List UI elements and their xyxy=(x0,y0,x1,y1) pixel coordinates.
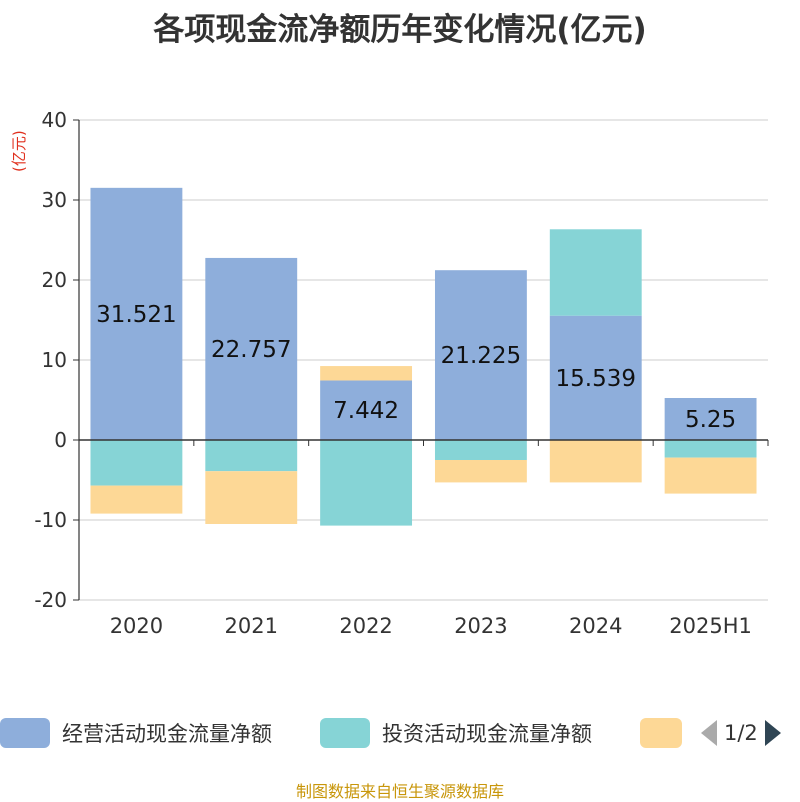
legend-label-investing: 投资活动现金流量净额 xyxy=(382,722,592,746)
source-note: 制图数据来自恒生聚源数据库 xyxy=(295,782,504,801)
bar-segment xyxy=(434,270,527,440)
legend: 经营活动现金流量净额 投资活动现金流量净额 1/2 xyxy=(0,712,800,756)
data-label: 22.757 xyxy=(211,337,291,363)
bar-segment xyxy=(434,440,527,460)
bar-segment xyxy=(90,440,183,486)
y-tick-label: 40 xyxy=(42,108,67,132)
legend-item-investing[interactable]: 投资活动现金流量净额 xyxy=(320,718,592,748)
y-tick-label: 0 xyxy=(54,428,67,452)
x-tick-label: 2020 xyxy=(110,614,163,638)
legend-item-operating[interactable]: 经营活动现金流量净额 xyxy=(0,718,272,748)
x-tick-label: 2022 xyxy=(339,614,392,638)
bar-segment xyxy=(664,457,757,494)
legend-page-indicator: 1/2 xyxy=(724,721,758,745)
y-tick-label: 20 xyxy=(42,268,67,292)
bar-segment xyxy=(664,398,757,440)
y-tick-label: -10 xyxy=(34,508,67,532)
y-tick-label: -20 xyxy=(34,588,67,612)
bar-segment xyxy=(434,460,527,483)
bar-segment xyxy=(320,366,413,381)
bar-segment xyxy=(664,440,757,458)
legend-label-operating: 经营活动现金流量净额 xyxy=(62,722,272,746)
legend-swatch-operating xyxy=(0,718,50,748)
stacked-bar-chart: 40 30 20 10 0 -10 -20 31.521 2020 22.757 2021 7.442… xyxy=(34,108,769,638)
bar-segment xyxy=(205,257,298,440)
bar-segment xyxy=(90,187,183,440)
data-label: 7.442 xyxy=(333,398,399,424)
legend-swatch-third xyxy=(640,718,682,748)
bar-segment xyxy=(549,315,642,440)
y-tick-label: 30 xyxy=(42,188,67,212)
data-label: 31.521 xyxy=(96,302,176,328)
bar-segment xyxy=(549,229,642,316)
chart-title: 各项现金流净额历年变化情况(亿元) xyxy=(153,12,647,48)
x-tick-label: 2024 xyxy=(569,614,622,638)
x-tick-label: 2025H1 xyxy=(669,614,752,638)
bar-segment xyxy=(549,440,642,483)
bar-segment xyxy=(320,440,413,526)
bar-segment xyxy=(320,380,413,440)
x-tick-label: 2021 xyxy=(225,614,278,638)
data-label: 21.225 xyxy=(441,343,521,369)
data-label: 5.25 xyxy=(685,407,736,433)
data-label: 15.539 xyxy=(556,366,636,392)
legend-item-third[interactable] xyxy=(640,718,682,748)
y-tick-label: 10 xyxy=(42,348,67,372)
x-tick-label: 2023 xyxy=(454,614,507,638)
next-page-icon[interactable] xyxy=(764,719,782,747)
bar-segment xyxy=(90,485,183,514)
bar-segment xyxy=(205,471,298,524)
legend-swatch-investing xyxy=(320,718,370,748)
bar-segment xyxy=(205,440,298,472)
legend-pager: 1/2 xyxy=(700,718,782,748)
prev-page-icon[interactable] xyxy=(700,719,718,747)
